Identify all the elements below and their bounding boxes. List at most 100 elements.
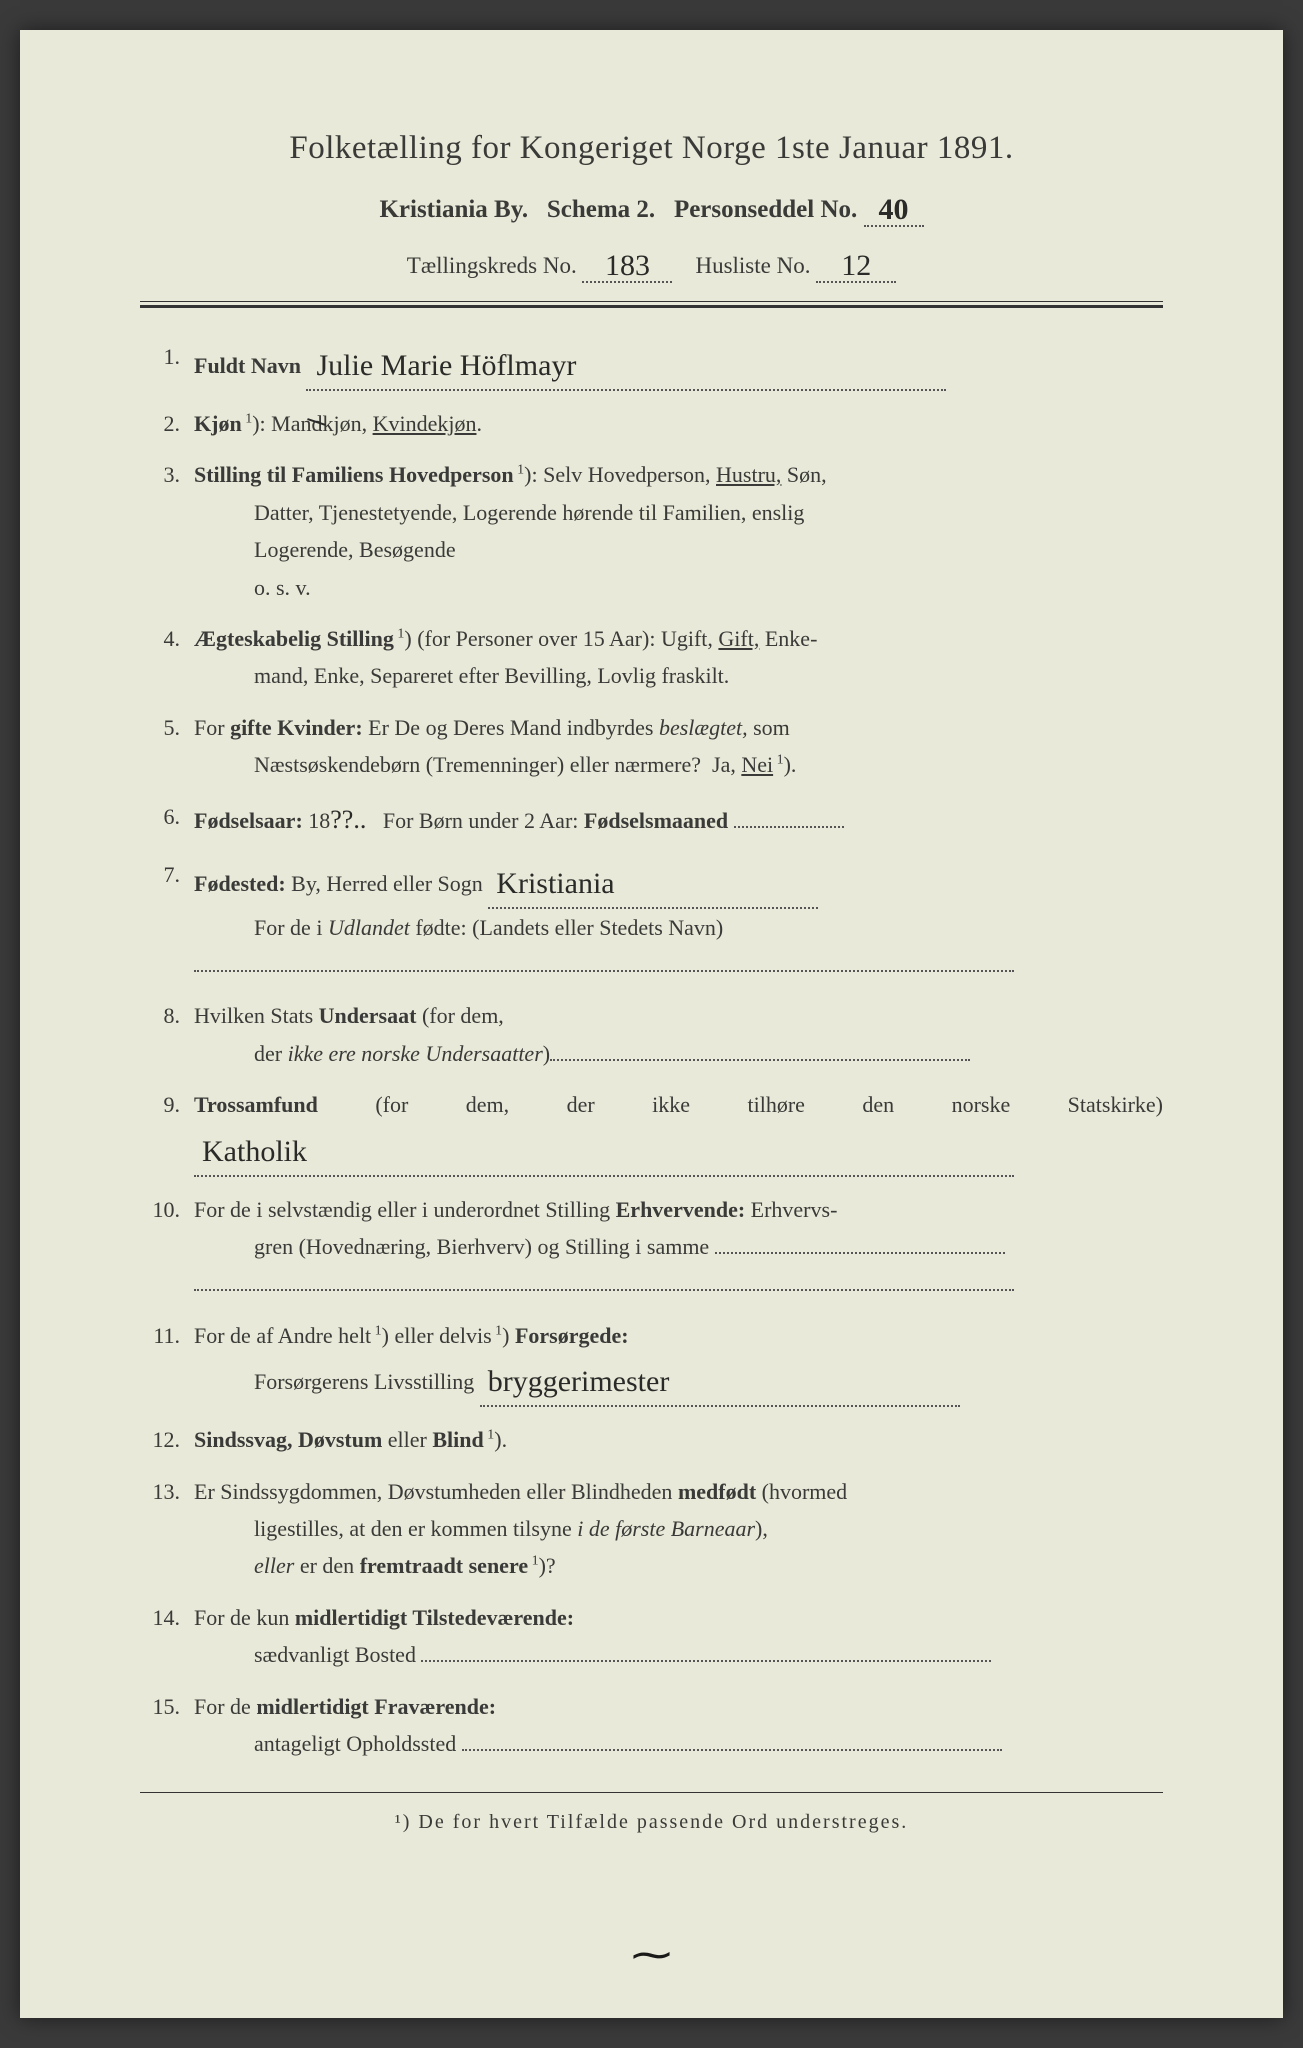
pos-line4: o. s. v.	[194, 569, 1163, 606]
field-8: 8. Hvilken Stats Undersaat (for dem, der…	[140, 997, 1163, 1072]
marital-opts: Ugift, Gift, Enke-	[661, 626, 817, 651]
f5-line2: Næstsøskendebørn (Tremenninger) eller næ…	[194, 746, 1163, 783]
religion-text: (for dem, der ikke tilhøre den norske St…	[375, 1092, 1163, 1117]
label-position: Stilling til Familiens Hovedperson	[194, 462, 514, 487]
strike-mand: d	[311, 411, 322, 436]
f7-line2: For de i Udlandet fødte: (Landets eller …	[194, 909, 1163, 946]
num-11: 11.	[140, 1317, 194, 1407]
num-15: 15.	[140, 1688, 194, 1763]
husliste-no: 12	[816, 247, 896, 283]
body-15: For de midlertidigt Fraværende: antageli…	[194, 1688, 1163, 1763]
f5-line1: For gifte Kvinder: Er De og Deres Mand i…	[194, 715, 790, 740]
divider-top-2	[140, 305, 1163, 308]
num-5: 5.	[140, 709, 194, 784]
form-items: 1. Fuldt Navn Julie Marie Höflmayr 2. Kj…	[140, 338, 1163, 1762]
f10-t1: For de i selvstændig eller i underordnet…	[194, 1197, 610, 1222]
name-value: Julie Marie Höflmayr	[306, 338, 946, 391]
field-6: 6. Fødselsaar: 18??.. For Børn under 2 A…	[140, 798, 1163, 842]
label-birthplace: Fødested:	[194, 871, 286, 896]
subtitle-line: Kristiania By. Schema 2. Personseddel No…	[140, 191, 1163, 227]
bottom-mark: ⁓	[632, 1931, 672, 1978]
body-2: Kjøn 1): Mandkjøn, Kvindekjøn.	[194, 405, 1163, 442]
num-4: 4.	[140, 620, 194, 695]
field-7: 7. Fødested: By, Herred eller Sogn Krist…	[140, 856, 1163, 984]
field-4: 4. Ægteskabelig Stilling 1) (for Persone…	[140, 620, 1163, 695]
body-7: Fødested: By, Herred eller Sogn Kristian…	[194, 856, 1163, 984]
husliste-label: Husliste No.	[695, 253, 810, 278]
divider-bottom	[140, 1792, 1163, 1793]
f7-fill	[194, 970, 1014, 972]
footnote: ¹) De for hvert Tilfælde passende Ord un…	[140, 1811, 1163, 1834]
pos-line1: Selv Hovedperson, Hustru, Søn,	[543, 462, 827, 487]
census-form-page: Folketælling for Kongeriget Norge 1ste J…	[20, 30, 1283, 2018]
body-14: For de kun midlertidigt Tilstedeværende:…	[194, 1599, 1163, 1674]
label-sex: Kjøn	[194, 411, 242, 436]
f15-line2: antageligt Opholdssted	[194, 1725, 1163, 1762]
kvindekjon: Kvindekjøn	[373, 411, 477, 436]
num-9: 9.	[140, 1086, 194, 1176]
body-1: Fuldt Navn Julie Marie Höflmayr	[194, 338, 1163, 391]
year-prefix: 18	[308, 808, 330, 833]
f10-t2: Erhvervs-	[751, 1197, 838, 1222]
city-label: Kristiania By.	[379, 196, 528, 223]
year-value: ??..	[330, 798, 366, 842]
field-14: 14. For de kun midlertidigt Tilstedevære…	[140, 1599, 1163, 1674]
label-disability: Sindssvag, Døvstum	[194, 1427, 382, 1452]
kreds-no: 183	[582, 247, 672, 283]
body-4: Ægteskabelig Stilling 1) (for Personer o…	[194, 620, 1163, 695]
field-12: 12. Sindssvag, Døvstum eller Blind 1).	[140, 1421, 1163, 1458]
body-6: Fødselsaar: 18??.. For Børn under 2 Aar:…	[194, 798, 1163, 842]
divider-top-1	[140, 301, 1163, 302]
personseddel-label: Personseddel No.	[674, 196, 857, 223]
f15-text: For de	[194, 1694, 251, 1719]
field-15: 15. For de midlertidigt Fraværende: anta…	[140, 1688, 1163, 1763]
f10-line2: gren (Hovednæring, Bierhverv) og Stillin…	[194, 1228, 1163, 1265]
body-12: Sindssvag, Døvstum eller Blind 1).	[194, 1421, 1163, 1458]
body-8: Hvilken Stats Undersaat (for dem, der ik…	[194, 997, 1163, 1072]
label-religion: Trossamfund	[194, 1092, 318, 1117]
field-1: 1. Fuldt Navn Julie Marie Höflmayr	[140, 338, 1163, 391]
body-3: Stilling til Familiens Hovedperson 1): S…	[194, 456, 1163, 606]
personseddel-no: 40	[864, 191, 924, 227]
body-9: Trossamfund (for dem, der ikke tilhøre d…	[194, 1086, 1163, 1176]
nei: Nei	[741, 752, 773, 777]
body-11: For de af Andre helt 1) eller delvis 1) …	[194, 1317, 1163, 1407]
f13-t1: Er Sindssygdommen, Døvstumheden eller Bl…	[194, 1479, 672, 1504]
field-3: 3. Stilling til Familiens Hovedperson 1)…	[140, 456, 1163, 606]
num-13: 13.	[140, 1473, 194, 1585]
marital-line2: mand, Enke, Separeret efter Bevilling, L…	[194, 657, 1163, 694]
f14-text: For de kun	[194, 1605, 289, 1630]
num-10: 10.	[140, 1191, 194, 1303]
num-12: 12.	[140, 1421, 194, 1458]
sup-3: 1	[514, 463, 525, 478]
label-blind: Blind	[432, 1427, 483, 1452]
num-2: 2.	[140, 405, 194, 442]
label-marital: Ægteskabelig Stilling	[194, 626, 394, 651]
field-5: 5. For gifte Kvinder: Er De og Deres Man…	[140, 709, 1163, 784]
f11-t1: For de af Andre helt	[194, 1323, 371, 1348]
f10-fill	[194, 1289, 1014, 1291]
label-present: midlertidigt Tilstedeværende:	[295, 1605, 574, 1630]
birthmonth-label: Fødselsmaaned	[584, 808, 728, 833]
num-3: 3.	[140, 456, 194, 606]
f13-line3: eller er den fremtraadt senere 1)?	[194, 1547, 1163, 1584]
f13-t2: (hvormed	[762, 1479, 848, 1504]
birthmonth-fill	[734, 826, 844, 828]
pos-line3: Logerende, Besøgende	[194, 531, 1163, 568]
f8-line2: der ikke ere norske Undersaatter)	[194, 1035, 1163, 1072]
subtitle2-line: Tællingskreds No. 183 Husliste No. 12	[140, 247, 1163, 283]
f11-t2: eller delvis	[395, 1323, 492, 1348]
gift: Gift,	[718, 626, 759, 651]
field-11: 11. For de af Andre helt 1) eller delvis…	[140, 1317, 1163, 1407]
f13-line2: ligestilles, at den er kommen tilsyne i …	[194, 1510, 1163, 1547]
schema-label: Schema 2.	[547, 196, 655, 223]
body-5: For gifte Kvinder: Er De og Deres Mand i…	[194, 709, 1163, 784]
field-9: 9. Trossamfund (for dem, der ikke tilhør…	[140, 1086, 1163, 1176]
num-7: 7.	[140, 856, 194, 984]
field-13: 13. Er Sindssygdommen, Døvstumheden elle…	[140, 1473, 1163, 1585]
sup-4: 1	[394, 627, 405, 642]
f8-t1: Hvilken Stats	[194, 1003, 313, 1028]
body-10: For de i selvstændig eller i underordnet…	[194, 1191, 1163, 1303]
sex-options: Mandkjøn, Kvindekjøn.	[271, 411, 482, 436]
marital-paren: (for Personer over 15 Aar):	[417, 626, 655, 651]
